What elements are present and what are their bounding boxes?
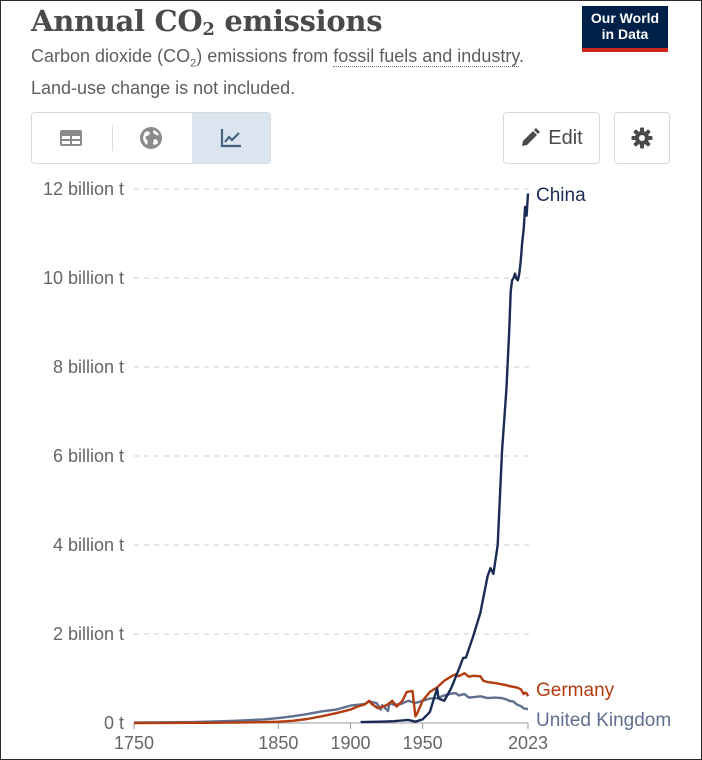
tab-chart[interactable] [192, 113, 270, 163]
fossil-fuels-link[interactable]: fossil fuels and industry [333, 46, 519, 67]
y-tick-label: 4 billion t [53, 535, 124, 555]
table-icon [60, 130, 82, 146]
our-world-in-data-logo[interactable]: Our World in Data [582, 6, 668, 52]
y-tick-label: 6 billion t [53, 446, 124, 466]
y-tick-label: 8 billion t [53, 357, 124, 377]
x-tick-label: 1900 [330, 733, 370, 753]
settings-button[interactable] [614, 112, 670, 164]
series-label-united-kingdom: United Kingdom [536, 710, 671, 731]
y-tick-label: 10 billion t [43, 268, 124, 288]
series-line-united-kingdom [133, 692, 529, 724]
series-label-china: China [536, 185, 586, 206]
x-tick-label: 1950 [403, 733, 443, 753]
gear-icon [631, 127, 653, 149]
x-tick-label: 1750 [114, 733, 154, 753]
y-tick-label: 12 billion t [43, 179, 124, 199]
series-label-germany: Germany [536, 680, 615, 701]
tab-map[interactable] [112, 113, 190, 163]
line-chart-icon [220, 129, 241, 148]
x-tick-label: 1850 [258, 733, 298, 753]
edit-button-label: Edit [548, 126, 583, 149]
y-tick-label: 2 billion t [53, 624, 124, 644]
page-title: Annual CO2 emissions [31, 4, 383, 40]
line-chart: 0 t 2 billion t 4 billion t 6 billion t 8 bi… [43, 179, 671, 753]
series-line-china [360, 193, 530, 724]
y-tick-label: 0 t [104, 713, 124, 733]
globe-icon [140, 127, 162, 149]
edit-button[interactable]: Edit [503, 112, 600, 164]
x-tick-label: 2023 [508, 733, 548, 753]
pencil-icon [522, 128, 541, 146]
series-line-germany [133, 672, 530, 725]
chart-subtitle: Carbon dioxide (CO2) emissions from foss… [31, 46, 525, 98]
view-tab-group [31, 112, 271, 164]
tab-table[interactable] [32, 113, 110, 163]
